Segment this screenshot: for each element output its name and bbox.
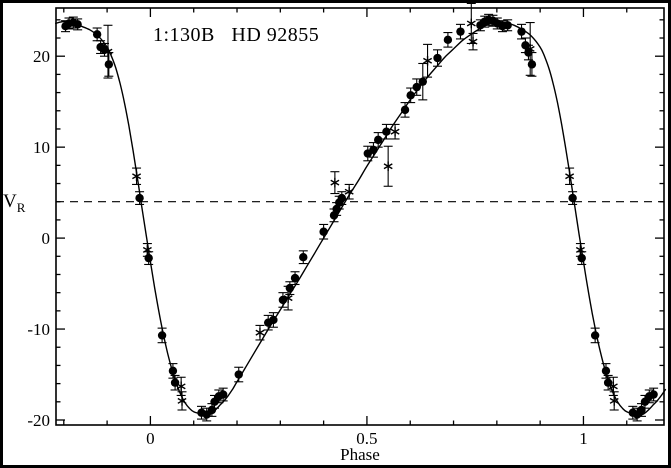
data-point-circle (517, 27, 526, 36)
data-point-circle (332, 204, 341, 214)
data-point-circle (373, 135, 383, 145)
data-point-asterisk-arm (177, 397, 187, 404)
data-point-circle (73, 20, 82, 29)
data-point-asterisk-arm (142, 246, 152, 253)
data-point-asterisk-arm (466, 20, 476, 27)
data-point-circle (568, 193, 577, 203)
x-tick-labels: 0 0.5 1 (146, 429, 588, 448)
y-tick-labels: -20 -10 0 10 20 (27, 47, 50, 430)
data-point-circle (290, 273, 300, 283)
data-point-circle (418, 77, 427, 86)
data-point-circle (299, 252, 308, 262)
data-point-circle (649, 390, 658, 399)
x-tick-label: 0 (146, 429, 155, 448)
data-point-circle (433, 53, 442, 63)
data-point-circle (104, 60, 114, 69)
plot-box (55, 7, 665, 426)
data-point-asterisk-arm (176, 383, 186, 390)
data-point-circle (601, 366, 611, 376)
data-point-circle (456, 27, 465, 36)
data-point-circle (157, 331, 167, 340)
data-point-asterisk-arm (565, 173, 575, 180)
data-point-asterisk-arm (608, 383, 618, 390)
y-tick-label: 20 (33, 47, 50, 66)
data-point-asterisk-arm (103, 48, 113, 55)
data-point-asterisk-arm (255, 329, 265, 336)
y-tick-label: 10 (33, 138, 50, 157)
model-curve (54, 20, 667, 417)
data-point-circle (207, 405, 217, 415)
x-axis-label: Phase (340, 445, 380, 464)
data-point-circle (168, 366, 178, 376)
plot-title: 1:130B HD 92855 (153, 24, 320, 46)
y-tick-label: -20 (27, 411, 50, 430)
data-point-circle (285, 283, 295, 293)
data-point-circle (382, 127, 391, 136)
data-point-circle (590, 331, 600, 340)
data-point-circle (637, 405, 646, 415)
x-axis-ticks (63, 8, 628, 425)
data-point-circle (135, 193, 144, 203)
data-point-circle (406, 91, 415, 100)
data-point-asterisk-arm (283, 295, 293, 302)
data-point-asterisk-arm (390, 128, 400, 135)
y-axis-label: VR (3, 191, 25, 216)
data-point-circle (278, 295, 288, 305)
data-point-circle (400, 105, 410, 115)
data-point-circle (412, 82, 421, 92)
data-point-asterisk-arm (609, 397, 619, 404)
y-axis-label-sub: R (16, 199, 26, 215)
data-point-asterisk-arm (575, 246, 585, 253)
y-tick-label: -10 (27, 320, 50, 339)
data-point-circle (218, 390, 228, 399)
y-axis-label-base: V (3, 191, 17, 212)
data-point-circle (369, 145, 378, 155)
data-point-circle (337, 193, 347, 203)
data-point-asterisk-arm (525, 45, 535, 52)
data-point-asterisk-arm (132, 173, 142, 180)
data-point-asterisk-arm (383, 163, 393, 170)
data-point-circle (329, 211, 339, 220)
data-point-circle (443, 35, 453, 45)
series-radial-velocity-asterisks (103, 18, 619, 406)
data-point-circle (577, 253, 586, 263)
data-point-circle (319, 227, 328, 236)
data-point-circle (527, 60, 537, 69)
x-tick-label: 0.5 (356, 429, 377, 448)
y-tick-label: 0 (42, 229, 51, 248)
data-point-circle (170, 378, 180, 387)
data-point-asterisk-arm (330, 179, 340, 186)
data-point-circle (92, 30, 102, 39)
x-tick-label: 1 (579, 429, 588, 448)
data-point-circle (144, 253, 153, 263)
data-point-asterisk-arm (468, 38, 478, 45)
data-point-circle (269, 315, 278, 325)
y-axis-ticks (56, 19, 664, 421)
data-point-asterisk-arm (344, 188, 354, 195)
data-point-circle (503, 21, 512, 30)
data-point-asterisk-arm (423, 57, 433, 64)
data-point-circle (234, 370, 243, 379)
